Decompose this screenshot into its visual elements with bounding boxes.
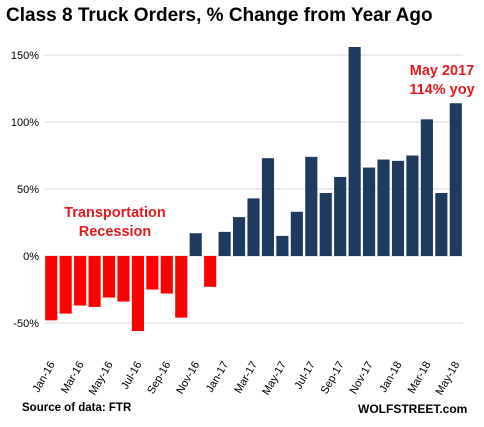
bar-aug-17 [319,193,332,256]
x-tick-label: May-18 [434,360,463,398]
x-tick-label: Mar-16 [59,360,87,396]
bar-may-16 [102,256,116,298]
bar-mar-17 [247,198,260,256]
bar-feb-17 [232,217,246,256]
bar-jun-17 [290,211,303,256]
bar-mar-16 [74,256,87,306]
bar-aug-16 [146,256,159,290]
bars [45,46,462,332]
x-tick-label: Sep-17 [319,360,347,397]
may-annotation-line1: May 2017 [409,63,475,79]
bar-sep-16 [160,256,173,294]
bar-jul-16 [131,256,144,332]
bar-apr-18 [435,193,448,256]
y-tick-label: 150% [11,50,39,62]
bar-jan-17 [218,231,231,256]
bar-oct-17 [348,46,361,257]
bar-nov-17 [363,167,376,256]
bar-dec-17 [377,159,390,256]
recession-annotation: Transportation Recession [50,204,180,242]
bar-jul-17 [305,156,318,256]
recession-annotation-line1: Transportation [64,205,166,221]
bar-jun-16 [117,256,130,302]
x-tick-label: Jan-17 [204,360,231,395]
x-tick-label: Jul-17 [293,360,318,392]
x-axis-ticks: Jan-16 Mar-16 May-16 Jul-16 Sep-16 Nov-16 Jan-… [31,360,463,398]
bar-feb-16 [59,256,72,314]
bar-mar-18 [420,119,433,256]
x-tick-label: Sep-16 [145,360,173,397]
y-axis-ticks: -50% 0% 50% 100% 150% [11,50,39,330]
x-tick-label: May-16 [87,360,116,398]
may-annotation-line2: 114% yoy [409,82,475,98]
bar-jan-18 [391,160,405,256]
bar-may-18 [449,103,462,257]
may-2017-annotation: May 2017 114% yoy [404,62,480,100]
x-tick-label: May-17 [260,360,289,398]
chart-title: Class 8 Truck Orders, % Change from Year… [6,5,433,26]
bar-oct-16 [175,256,188,318]
source-note: Source of data: FTR [22,402,132,414]
y-tick-label: 50% [17,184,39,196]
y-tick-label: 100% [11,117,39,129]
bar-nov-16 [189,233,202,256]
x-tick-label: Nov-17 [348,360,376,397]
bar-feb-18 [406,155,419,256]
site-credit: WOLFSTREET.com [358,402,468,416]
bar-jan-16 [45,256,58,321]
x-tick-label: Jul-16 [119,360,144,392]
x-tick-label: Nov-16 [174,360,202,397]
x-tick-label: Mar-18 [406,360,434,396]
x-tick-label: Jan-18 [377,360,404,395]
bar-apr-17 [261,158,275,256]
y-tick-label: 0% [23,251,39,263]
x-tick-label: Jan-16 [31,360,58,395]
bar-dec-16 [204,256,217,287]
recession-annotation-line2: Recession [78,224,152,240]
bar-apr-16 [88,256,101,307]
bar-may-17 [276,235,289,256]
y-tick-label: -50% [13,318,39,330]
bar-sep-17 [334,176,347,256]
x-tick-label: Mar-17 [232,360,260,396]
